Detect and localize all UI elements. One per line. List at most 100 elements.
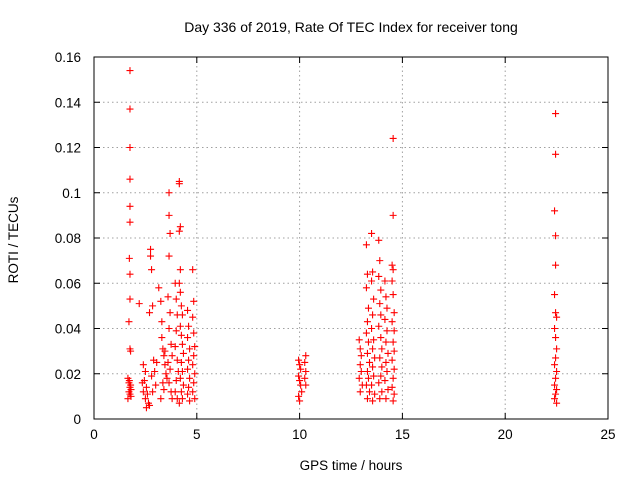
data-point (184, 334, 192, 342)
data-point (126, 105, 134, 113)
x-tick-label: 25 (600, 427, 615, 442)
x-tick-label: 5 (193, 427, 201, 442)
data-point (165, 252, 173, 260)
data-points (124, 67, 561, 412)
data-point (552, 334, 560, 342)
data-point (178, 340, 186, 348)
data-point (126, 218, 134, 226)
data-point (388, 356, 396, 364)
data-point (190, 379, 198, 387)
data-point (178, 367, 186, 375)
data-point (139, 388, 147, 396)
data-point (552, 374, 560, 382)
data-point (375, 272, 383, 280)
data-point (363, 318, 371, 326)
data-point (147, 252, 155, 260)
data-point (376, 395, 384, 403)
data-point (141, 395, 149, 403)
data-point (390, 309, 398, 317)
data-point (366, 388, 374, 396)
data-point (389, 397, 397, 405)
data-point (364, 304, 372, 312)
data-point (366, 358, 374, 366)
data-point (151, 367, 159, 375)
data-point (147, 245, 155, 253)
data-point (171, 343, 179, 351)
data-point (381, 315, 389, 323)
data-point (383, 327, 391, 335)
data-point (362, 284, 370, 292)
data-point (357, 367, 365, 375)
data-point (384, 386, 392, 394)
data-point (378, 388, 386, 396)
data-point (157, 395, 165, 403)
data-point (190, 329, 198, 337)
data-point (362, 329, 370, 337)
data-point (148, 266, 156, 274)
data-point (302, 367, 310, 375)
data-point (551, 207, 559, 215)
data-point (126, 295, 134, 303)
data-point (389, 374, 397, 382)
data-point (553, 367, 561, 375)
data-point (191, 370, 199, 378)
data-point (363, 349, 371, 357)
data-point (368, 325, 376, 332)
data-point (369, 311, 377, 319)
data-point (382, 293, 390, 301)
data-point (370, 295, 378, 303)
data-point (369, 268, 377, 276)
data-point (142, 383, 150, 391)
data-point (551, 361, 559, 369)
data-point (388, 383, 396, 391)
data-point (295, 392, 303, 400)
data-point (370, 336, 378, 344)
data-point (166, 229, 174, 237)
data-point (368, 229, 376, 237)
data-point (165, 379, 173, 387)
data-point (356, 345, 364, 353)
grid-lines (94, 57, 608, 419)
data-point (368, 277, 376, 285)
data-point (355, 336, 363, 344)
data-point (165, 325, 173, 332)
data-point (363, 395, 371, 403)
data-point (143, 390, 151, 398)
data-point (552, 309, 560, 317)
data-point (186, 374, 194, 382)
data-point (165, 189, 173, 197)
data-point (173, 356, 181, 364)
data-point (295, 372, 303, 380)
data-point (363, 270, 371, 278)
data-point (177, 388, 185, 396)
data-point (135, 300, 143, 308)
data-point (184, 365, 192, 373)
data-point (302, 381, 310, 389)
data-point (551, 325, 559, 332)
data-point (175, 180, 183, 188)
y-tick-label: 0.08 (55, 231, 81, 246)
data-point (370, 372, 378, 380)
data-point (377, 311, 385, 319)
data-point (390, 347, 398, 355)
data-point (382, 338, 390, 346)
data-point (185, 356, 193, 364)
data-point (552, 390, 560, 398)
data-point (171, 388, 179, 396)
data-point (138, 379, 146, 387)
data-point (164, 358, 172, 366)
y-axis-label: ROTI / TECUs (6, 196, 21, 283)
data-point (382, 395, 390, 403)
data-point (185, 322, 193, 330)
data-point (146, 401, 154, 409)
data-point (168, 352, 176, 360)
data-point (553, 345, 561, 353)
data-point (126, 175, 134, 183)
data-point (383, 304, 391, 312)
x-tick-label: 20 (498, 427, 513, 442)
y-tick-label: 0.1 (62, 186, 81, 201)
data-point (376, 257, 384, 265)
data-point (297, 365, 305, 373)
data-point (356, 388, 364, 396)
data-point (302, 352, 310, 360)
